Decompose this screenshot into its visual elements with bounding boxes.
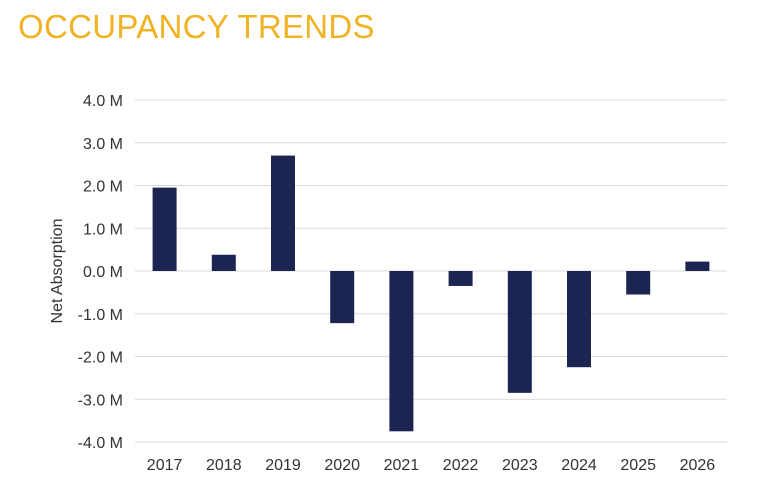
y-tick-labels: 4.0 M 3.0 M 2.0 M 1.0 M 0.0 M -1.0 M -2.0 M -3.…	[78, 93, 123, 452]
y-tick-label: -1.0 M	[78, 307, 123, 324]
y-tick-label: 0.0 M	[83, 264, 123, 281]
x-category-label: 2019	[265, 457, 301, 474]
y-tick-label: -2.0 M	[78, 350, 123, 367]
bar-2020	[330, 271, 355, 324]
x-category-label: 2026	[680, 457, 716, 474]
y-tick-label: -4.0 M	[78, 435, 123, 452]
bar-2017	[152, 187, 177, 271]
y-tick-label: 2.0 M	[83, 179, 123, 196]
x-category-label: 2017	[147, 457, 183, 474]
y-axis-title: Net Absorption	[49, 219, 66, 324]
x-category-label: 2025	[620, 457, 656, 474]
gridlines	[135, 99, 727, 443]
bar-2019	[271, 155, 295, 271]
x-category-label: 2020	[324, 457, 360, 474]
bar-2022	[448, 271, 473, 286]
y-tick-label: 1.0 M	[83, 221, 123, 238]
bar-2018	[211, 254, 236, 271]
x-category-label: 2022	[443, 457, 479, 474]
bar-2025	[626, 271, 651, 295]
y-tick-label: -3.0 M	[78, 392, 123, 409]
bars	[152, 155, 710, 432]
bar-2026	[685, 261, 710, 271]
bar-2024	[567, 271, 591, 368]
x-category-labels: 2017 2018 2019 2020 2021 2022 2023 2024 2025 2026	[147, 457, 715, 474]
y-tick-label: 4.0 M	[83, 93, 123, 110]
x-category-label: 2018	[206, 457, 242, 474]
x-category-label: 2024	[561, 457, 597, 474]
x-category-label: 2023	[502, 457, 538, 474]
chart-title: OCCUPANCY TRENDS	[18, 8, 375, 45]
bar-2021	[389, 271, 414, 432]
x-category-label: 2021	[384, 457, 420, 474]
y-tick-label: 3.0 M	[83, 136, 123, 153]
bar-2023	[507, 271, 532, 393]
